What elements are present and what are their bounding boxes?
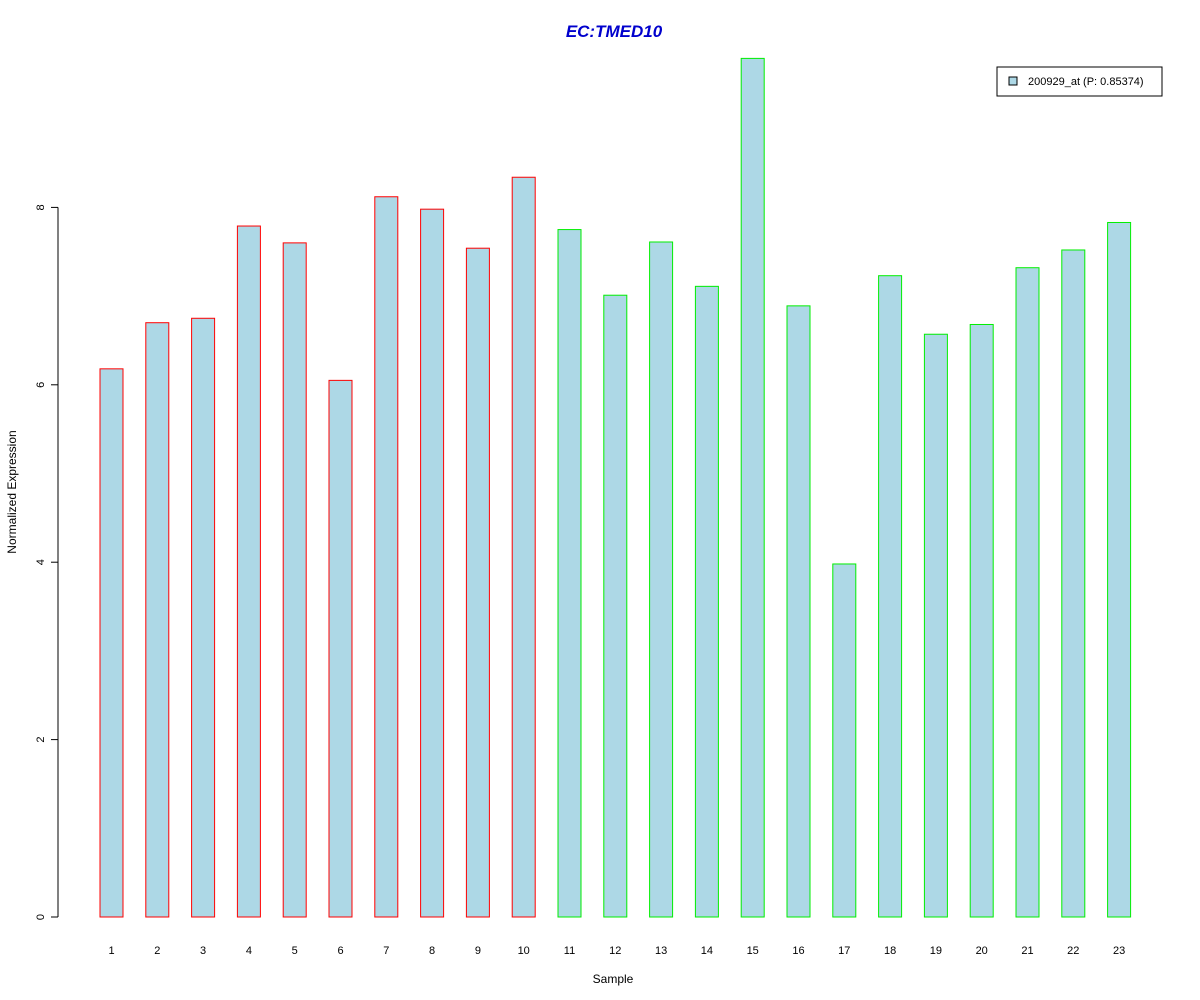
x-tick-label: 16: [792, 945, 804, 957]
y-axis: 0 2 4 6 8: [35, 204, 59, 920]
bar: [282, 242, 307, 918]
bar: [649, 241, 674, 918]
x-tick-label: 20: [976, 945, 988, 957]
bar: [191, 317, 216, 918]
legend: 200929_at (P: 0.85374): [996, 66, 1163, 97]
bar: [374, 196, 399, 918]
bar: [603, 294, 628, 918]
legend-swatch: [1008, 76, 1018, 86]
y-tick-label: 8: [35, 204, 47, 210]
y-tick-label: 4: [35, 559, 47, 565]
bar: [1107, 221, 1132, 918]
y-axis-label: Normalized Expression: [5, 430, 19, 553]
bar: [511, 176, 536, 918]
bar: [236, 225, 261, 918]
x-tick-label: 7: [383, 945, 389, 957]
x-tick-label: 1: [108, 945, 114, 957]
x-tick-label: 13: [655, 945, 667, 957]
bar: [145, 322, 170, 918]
x-tick-label: 2: [154, 945, 160, 957]
x-tick-labels: 1 2 3 4 5 6 7 8 9 10 11 12 13 14 15 16 17 18 19 20 21 22 23: [108, 945, 1125, 957]
bar: [465, 247, 490, 918]
x-tick-label: 4: [246, 945, 252, 957]
x-tick-label: 15: [747, 945, 759, 957]
bar: [557, 229, 582, 918]
y-tick-label: 2: [35, 737, 47, 743]
bar: [786, 305, 811, 918]
x-tick-label: 21: [1021, 945, 1033, 957]
x-tick-label: 14: [701, 945, 713, 957]
bar: [328, 379, 353, 918]
y-tick-label: 6: [35, 382, 47, 388]
bar: [740, 57, 765, 918]
bar: [1061, 249, 1086, 918]
bars: [99, 57, 1132, 918]
bar: [694, 285, 719, 918]
x-tick-label: 8: [429, 945, 435, 957]
legend-box: [996, 66, 1163, 97]
x-tick-label: 12: [609, 945, 621, 957]
bar: [420, 208, 445, 918]
x-tick-label: 11: [564, 945, 575, 957]
x-tick-label: 10: [518, 945, 530, 957]
y-tick-label: 0: [35, 914, 47, 920]
x-tick-label: 5: [292, 945, 298, 957]
chart-title: EC:TMED10: [566, 22, 663, 41]
legend-label: 200929_at (P: 0.85374): [1028, 76, 1144, 88]
bar: [878, 275, 903, 918]
x-tick-label: 3: [200, 945, 206, 957]
x-tick-label: 6: [337, 945, 343, 957]
x-tick-label: 22: [1067, 945, 1079, 957]
bar: [1015, 267, 1040, 918]
x-tick-label: 9: [475, 945, 481, 957]
x-axis-label: Sample: [593, 972, 634, 986]
x-tick-label: 23: [1113, 945, 1125, 957]
x-tick-label: 17: [838, 945, 850, 957]
x-tick-label: 18: [884, 945, 896, 957]
bar: [923, 333, 948, 918]
bar: [969, 323, 994, 918]
bar: [99, 368, 124, 918]
x-tick-label: 19: [930, 945, 942, 957]
bar: [832, 563, 857, 918]
